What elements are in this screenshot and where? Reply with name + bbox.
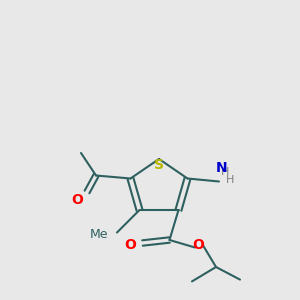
Text: H: H [220,167,229,177]
Text: O: O [71,193,83,206]
Text: S: S [154,158,164,172]
Text: O: O [124,238,136,252]
Text: O: O [193,238,205,252]
Text: N: N [216,161,228,175]
Text: Me: Me [89,227,108,241]
Text: H: H [226,175,234,185]
